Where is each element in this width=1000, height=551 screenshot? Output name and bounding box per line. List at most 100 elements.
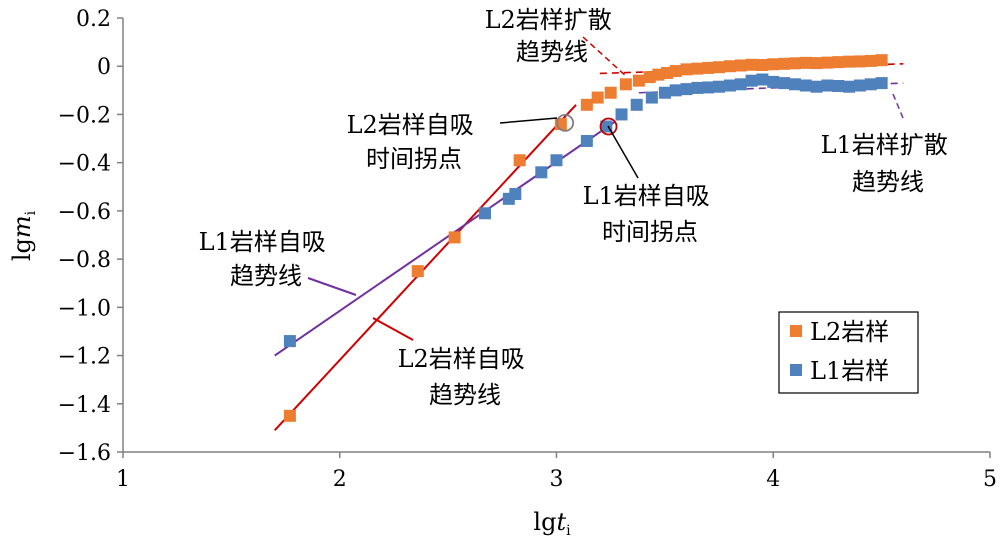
data-point-series-1 — [680, 83, 693, 96]
data-point-series-0 — [788, 57, 801, 70]
annotation-leaders — [307, 36, 904, 341]
turning-point-marker-0 — [556, 113, 575, 132]
data-point-series-1 — [645, 91, 658, 104]
x-axis-title: lgti — [533, 508, 571, 539]
y-tick-label: 0 — [97, 55, 111, 80]
data-point-series-1 — [630, 98, 643, 111]
turning-point-marker-1 — [599, 117, 618, 136]
data-point-series-1 — [853, 79, 866, 92]
data-point-series-1 — [810, 80, 823, 93]
leader-l1-diffusion — [892, 93, 904, 119]
data-point-series-1 — [756, 73, 769, 86]
data-point-series-0 — [680, 63, 693, 76]
x-tick-label: 1 — [116, 467, 130, 492]
annotation-l1-imbibition: L1岩样自吸 趋势线 — [199, 228, 334, 290]
y-axis-title: lgmi — [8, 210, 39, 261]
data-point-series-0 — [513, 154, 526, 167]
y-tick-label: −0.4 — [58, 152, 111, 177]
y-tick-label: −0.8 — [58, 248, 111, 273]
data-point-series-1 — [658, 86, 671, 99]
data-point-series-1 — [535, 166, 548, 179]
data-point-series-0 — [778, 57, 791, 70]
legend-marker-l1 — [790, 364, 802, 376]
data-point-series-1 — [478, 207, 491, 220]
data-point-series-1 — [843, 80, 856, 93]
data-point-series-0 — [604, 86, 617, 99]
y-tick-label: −1.6 — [58, 441, 111, 466]
leader-l2-imbibition — [372, 317, 414, 341]
x-tick-labels: 1 2 3 4 5 — [116, 452, 997, 492]
annotation-l2-diffusion: L2岩样扩散 趋势线 — [485, 6, 620, 66]
annotation-l1-diffusion: L1岩样扩散 趋势线 — [821, 131, 956, 196]
trend-line-0 — [273, 104, 577, 431]
y-tick-label: −0.6 — [58, 200, 111, 225]
legend-marker-l2 — [790, 325, 802, 337]
data-point-series-1 — [509, 188, 522, 201]
data-point-series-1 — [723, 79, 736, 92]
legend-label-l1: L1岩样 — [810, 357, 889, 385]
data-point-series-1 — [734, 78, 747, 91]
data-point-series-0 — [723, 60, 736, 73]
data-point-series-1 — [821, 79, 834, 92]
data-point-series-0 — [799, 56, 812, 69]
x-tick-label: 5 — [983, 467, 997, 492]
data-point-series-1 — [550, 154, 563, 167]
x-tick-label: 2 — [333, 467, 347, 492]
data-point-series-0 — [810, 57, 823, 70]
leader-l1-imbibition — [307, 277, 357, 296]
leader-l1-turning — [607, 125, 639, 179]
data-point-series-0 — [821, 56, 834, 69]
data-point-series-1 — [832, 79, 845, 92]
y-tick-label: −1.2 — [58, 345, 111, 370]
data-point-series-1 — [580, 134, 593, 147]
data-point-series-1 — [713, 80, 726, 93]
turning-point-markers — [556, 113, 618, 136]
data-point-series-1 — [788, 78, 801, 91]
y-tick-label: 0.2 — [76, 7, 111, 32]
data-point-series-1 — [875, 77, 888, 90]
data-point-series-0 — [283, 409, 296, 422]
data-point-series-1 — [767, 75, 780, 88]
leader-l2-turning — [499, 117, 558, 124]
data-point-series-0 — [843, 55, 856, 68]
data-point-series-0 — [745, 58, 758, 71]
y-tick-label: −1.0 — [58, 296, 111, 321]
leader-l2-diffusion — [582, 36, 628, 78]
data-point-series-0 — [411, 265, 424, 278]
data-point-series-1 — [615, 108, 628, 121]
annotation-l1-turning: L1岩样自吸 时间拐点 — [583, 182, 718, 246]
data-point-series-1 — [691, 81, 704, 94]
annotation-l2-turning: L2岩样自吸 时间拐点 — [347, 111, 482, 173]
data-point-series-0 — [580, 98, 593, 111]
data-point-series-1 — [745, 74, 758, 87]
y-tick-label: −1.4 — [58, 393, 111, 418]
data-point-series-0 — [591, 91, 604, 104]
data-point-series-0 — [448, 231, 461, 244]
data-point-series-0 — [619, 78, 632, 91]
annotation-l2-imbibition: L2岩样自吸 趋势线 — [398, 345, 533, 409]
data-point-series-0 — [756, 59, 769, 72]
data-point-series-1 — [864, 78, 877, 91]
legend: L2岩样 L1岩样 — [778, 311, 919, 394]
x-tick-label: 3 — [550, 467, 564, 492]
data-points — [283, 54, 888, 422]
data-point-series-0 — [691, 62, 704, 75]
data-point-series-0 — [767, 58, 780, 71]
data-point-series-0 — [853, 55, 866, 68]
legend-label-l2: L2岩样 — [810, 318, 889, 346]
legend-box — [778, 311, 919, 394]
data-point-series-1 — [669, 84, 682, 97]
x-tick-label: 4 — [766, 467, 780, 492]
data-point-series-0 — [669, 65, 682, 78]
data-point-series-1 — [702, 81, 715, 94]
y-tick-labels: 0.2 0 −0.2 −0.4 −0.6 −0.8 −1.0 −1.2 −1.4 −1.6 — [58, 7, 123, 466]
data-point-series-1 — [799, 79, 812, 92]
y-tick-label: −0.2 — [58, 103, 111, 128]
data-point-series-1 — [778, 77, 791, 90]
data-point-series-0 — [734, 59, 747, 72]
data-point-series-0 — [702, 61, 715, 74]
data-point-series-1 — [283, 335, 296, 348]
data-point-series-0 — [832, 56, 845, 69]
data-point-series-0 — [875, 54, 888, 67]
